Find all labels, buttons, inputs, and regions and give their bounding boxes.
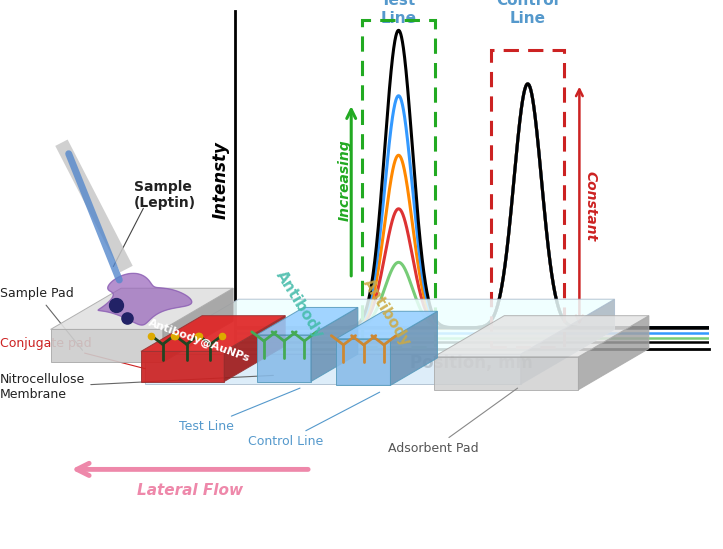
Text: Adsorbent Pad: Adsorbent Pad	[388, 388, 518, 455]
Polygon shape	[145, 354, 521, 384]
Text: Antibody@AuNPs: Antibody@AuNPs	[147, 317, 251, 363]
Point	[168, 331, 180, 340]
Polygon shape	[51, 329, 163, 362]
Text: Control
Line: Control Line	[497, 0, 559, 26]
Polygon shape	[224, 316, 285, 382]
Y-axis label: Intensty: Intensty	[211, 141, 229, 219]
Polygon shape	[257, 335, 311, 382]
Polygon shape	[98, 273, 192, 325]
Polygon shape	[141, 351, 224, 382]
Text: Increasing: Increasing	[338, 140, 352, 221]
X-axis label: Position, mm: Position, mm	[411, 354, 533, 372]
Text: Nitrocellulose
Membrane: Nitrocellulose Membrane	[0, 373, 273, 401]
Point	[216, 331, 228, 340]
Polygon shape	[578, 316, 649, 390]
Polygon shape	[336, 339, 390, 385]
Text: Constant: Constant	[583, 171, 597, 241]
Bar	[362, 20, 435, 347]
Point	[121, 314, 132, 323]
Polygon shape	[336, 311, 437, 339]
Bar	[491, 49, 565, 347]
Text: Conjugate pad: Conjugate pad	[0, 337, 145, 369]
Polygon shape	[51, 288, 234, 329]
Polygon shape	[145, 299, 615, 354]
Text: Control Line: Control Line	[248, 392, 380, 448]
Point	[169, 331, 181, 340]
Text: Sample Pad: Sample Pad	[0, 287, 82, 350]
Point	[193, 331, 205, 340]
Polygon shape	[390, 311, 437, 385]
Text: Test
Line: Test Line	[380, 0, 416, 26]
Text: Antibody: Antibody	[360, 276, 414, 350]
Point	[145, 331, 157, 340]
Polygon shape	[141, 316, 285, 351]
Polygon shape	[311, 307, 358, 382]
Polygon shape	[434, 316, 649, 357]
Polygon shape	[257, 307, 358, 335]
Polygon shape	[434, 357, 578, 390]
Text: Antibody: Antibody	[273, 268, 327, 341]
Polygon shape	[163, 288, 234, 362]
Text: Lateral Flow: Lateral Flow	[137, 483, 243, 498]
Text: Sample
(Leptin): Sample (Leptin)	[134, 180, 196, 210]
Point	[110, 300, 121, 309]
Point	[192, 331, 204, 340]
Polygon shape	[521, 299, 615, 384]
Text: Test Line: Test Line	[179, 388, 300, 433]
